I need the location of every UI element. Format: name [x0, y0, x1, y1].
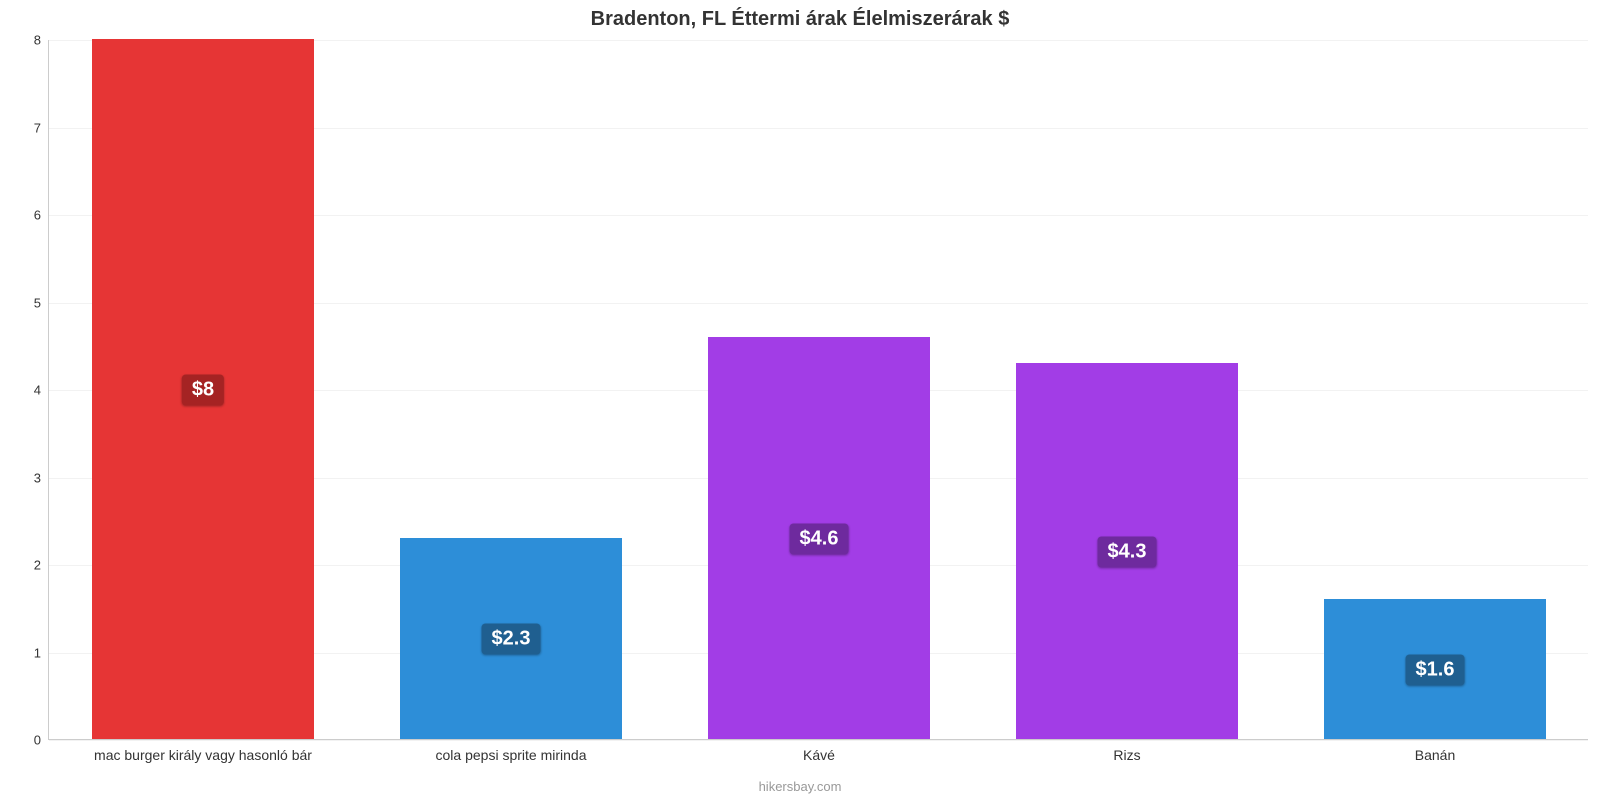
x-tick-label: mac burger király vagy hasonló bár	[94, 739, 312, 763]
y-tick-label: 2	[9, 558, 49, 573]
bar-slot: $4.3Rizs	[973, 40, 1281, 739]
chart-container: Bradenton, FL Éttermi árak Élelmiszerára…	[0, 0, 1600, 800]
y-tick-label: 4	[9, 383, 49, 398]
bar-value-label: $4.6	[790, 523, 849, 554]
bar-slot: $1.6Banán	[1281, 40, 1589, 739]
y-tick-label: 7	[9, 120, 49, 135]
x-tick-label: cola pepsi sprite mirinda	[436, 739, 587, 763]
y-tick-label: 0	[9, 733, 49, 748]
y-tick-label: 1	[9, 645, 49, 660]
x-tick-label: Rizs	[1113, 739, 1140, 763]
bar-slot: $2.3cola pepsi sprite mirinda	[357, 40, 665, 739]
bar-value-label: $1.6	[1406, 655, 1465, 686]
plot-area: 012345678 $8mac burger király vagy hason…	[48, 40, 1588, 740]
watermark-text: hikersbay.com	[0, 779, 1600, 794]
bar-slot: $4.6Kávé	[665, 40, 973, 739]
bar-value-label: $8	[182, 375, 224, 406]
chart-title: Bradenton, FL Éttermi árak Élelmiszerára…	[0, 8, 1600, 31]
bar-value-label: $4.3	[1098, 536, 1157, 567]
x-tick-label: Banán	[1415, 739, 1455, 763]
bar-value-label: $2.3	[482, 624, 541, 655]
bars-layer: $8mac burger király vagy hasonló bár$2.3…	[49, 40, 1588, 739]
x-tick-label: Kávé	[803, 739, 835, 763]
y-tick-label: 5	[9, 295, 49, 310]
bar-slot: $8mac burger király vagy hasonló bár	[49, 40, 357, 739]
y-tick-label: 6	[9, 208, 49, 223]
y-tick-label: 8	[9, 33, 49, 48]
y-tick-label: 3	[9, 470, 49, 485]
